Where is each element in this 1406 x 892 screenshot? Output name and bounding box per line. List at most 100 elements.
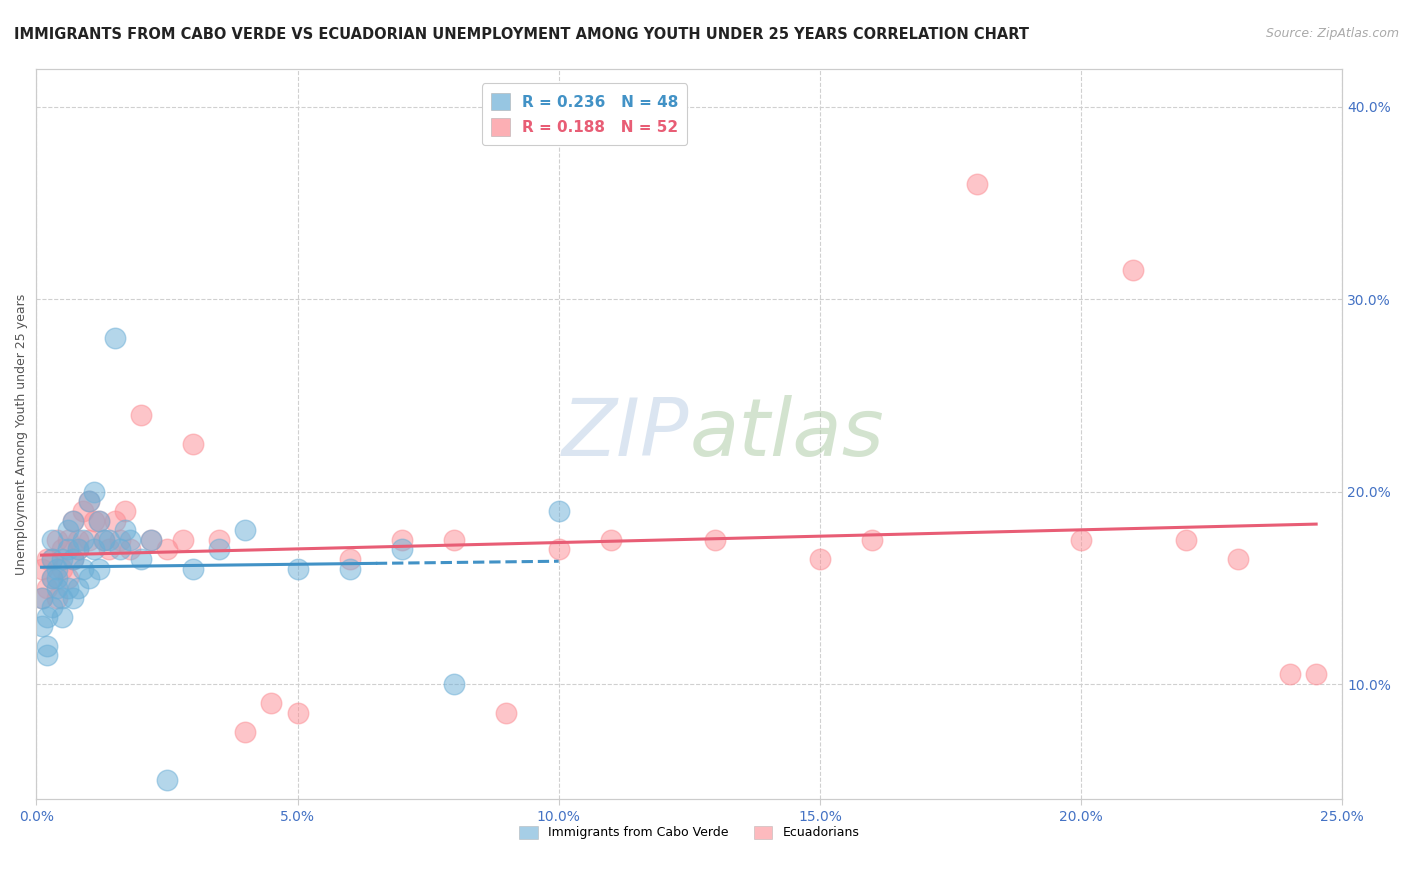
Point [141,533,163,547]
Point [547,542,569,557]
Point [41,533,63,547]
Point [56,542,79,557]
Point [46,581,69,595]
Point [67,581,90,595]
Point [104,331,127,345]
Point [62,591,84,605]
Point [208,533,231,547]
Point [443,677,465,691]
Point [287,706,309,720]
Point [31,591,53,605]
Point [172,533,194,547]
Point [208,542,231,557]
Point [1070,533,1092,547]
Point [93,533,115,547]
Point [339,552,361,566]
Point [1174,533,1197,547]
Point [62,514,84,528]
Point [104,514,127,528]
Point [391,542,413,557]
Point [233,725,256,739]
Point [1226,552,1249,566]
Point [808,552,831,566]
Point [83,514,105,528]
Point [129,408,152,422]
Point [156,542,179,557]
Point [67,542,90,557]
Point [120,542,142,557]
Point [98,533,121,547]
Point [114,523,136,537]
Point [62,552,84,566]
Point [51,552,73,566]
Point [339,562,361,576]
Point [72,562,94,576]
Point [56,571,79,585]
Point [46,571,69,585]
Point [108,533,131,547]
Point [120,533,142,547]
Point [72,533,94,547]
Legend: Immigrants from Cabo Verde, Ecuadorians: Immigrants from Cabo Verde, Ecuadorians [515,821,865,845]
Point [87,514,110,528]
Point [62,514,84,528]
Point [77,494,100,508]
Point [704,533,727,547]
Text: ZIP: ZIP [562,395,689,473]
Point [31,562,53,576]
Point [287,562,309,576]
Point [77,533,100,547]
Point [35,648,58,663]
Point [77,494,100,508]
Point [443,533,465,547]
Point [46,562,69,576]
Point [87,562,110,576]
Point [67,542,90,557]
Point [72,504,94,518]
Point [547,504,569,518]
Point [114,504,136,518]
Point [83,484,105,499]
Text: IMMIGRANTS FROM CABO VERDE VS ECUADORIAN UNEMPLOYMENT AMONG YOUTH UNDER 25 YEARS: IMMIGRANTS FROM CABO VERDE VS ECUADORIAN… [14,27,1029,42]
Point [51,542,73,557]
Point [129,552,152,566]
Point [51,562,73,576]
Point [156,773,179,788]
Point [181,436,204,450]
Point [495,706,517,720]
Point [181,562,204,576]
Point [31,619,53,633]
Point [62,552,84,566]
Point [233,523,256,537]
Point [391,533,413,547]
Point [860,533,883,547]
Point [1122,263,1144,277]
Point [67,533,90,547]
Y-axis label: Unemployment Among Youth under 25 years: Unemployment Among Youth under 25 years [15,293,28,574]
Point [966,177,988,191]
Point [98,542,121,557]
Point [35,581,58,595]
Point [56,523,79,537]
Point [41,552,63,566]
Point [1279,667,1302,681]
Point [108,542,131,557]
Point [35,639,58,653]
Text: atlas: atlas [689,395,884,473]
Point [35,552,58,566]
Point [83,542,105,557]
Point [41,571,63,585]
Point [41,552,63,566]
Point [141,533,163,547]
Point [77,571,100,585]
Point [93,533,115,547]
Point [46,591,69,605]
Point [46,533,69,547]
Text: Source: ZipAtlas.com: Source: ZipAtlas.com [1265,27,1399,40]
Point [56,533,79,547]
Point [51,609,73,624]
Point [260,696,283,710]
Point [41,571,63,585]
Point [87,514,110,528]
Point [56,581,79,595]
